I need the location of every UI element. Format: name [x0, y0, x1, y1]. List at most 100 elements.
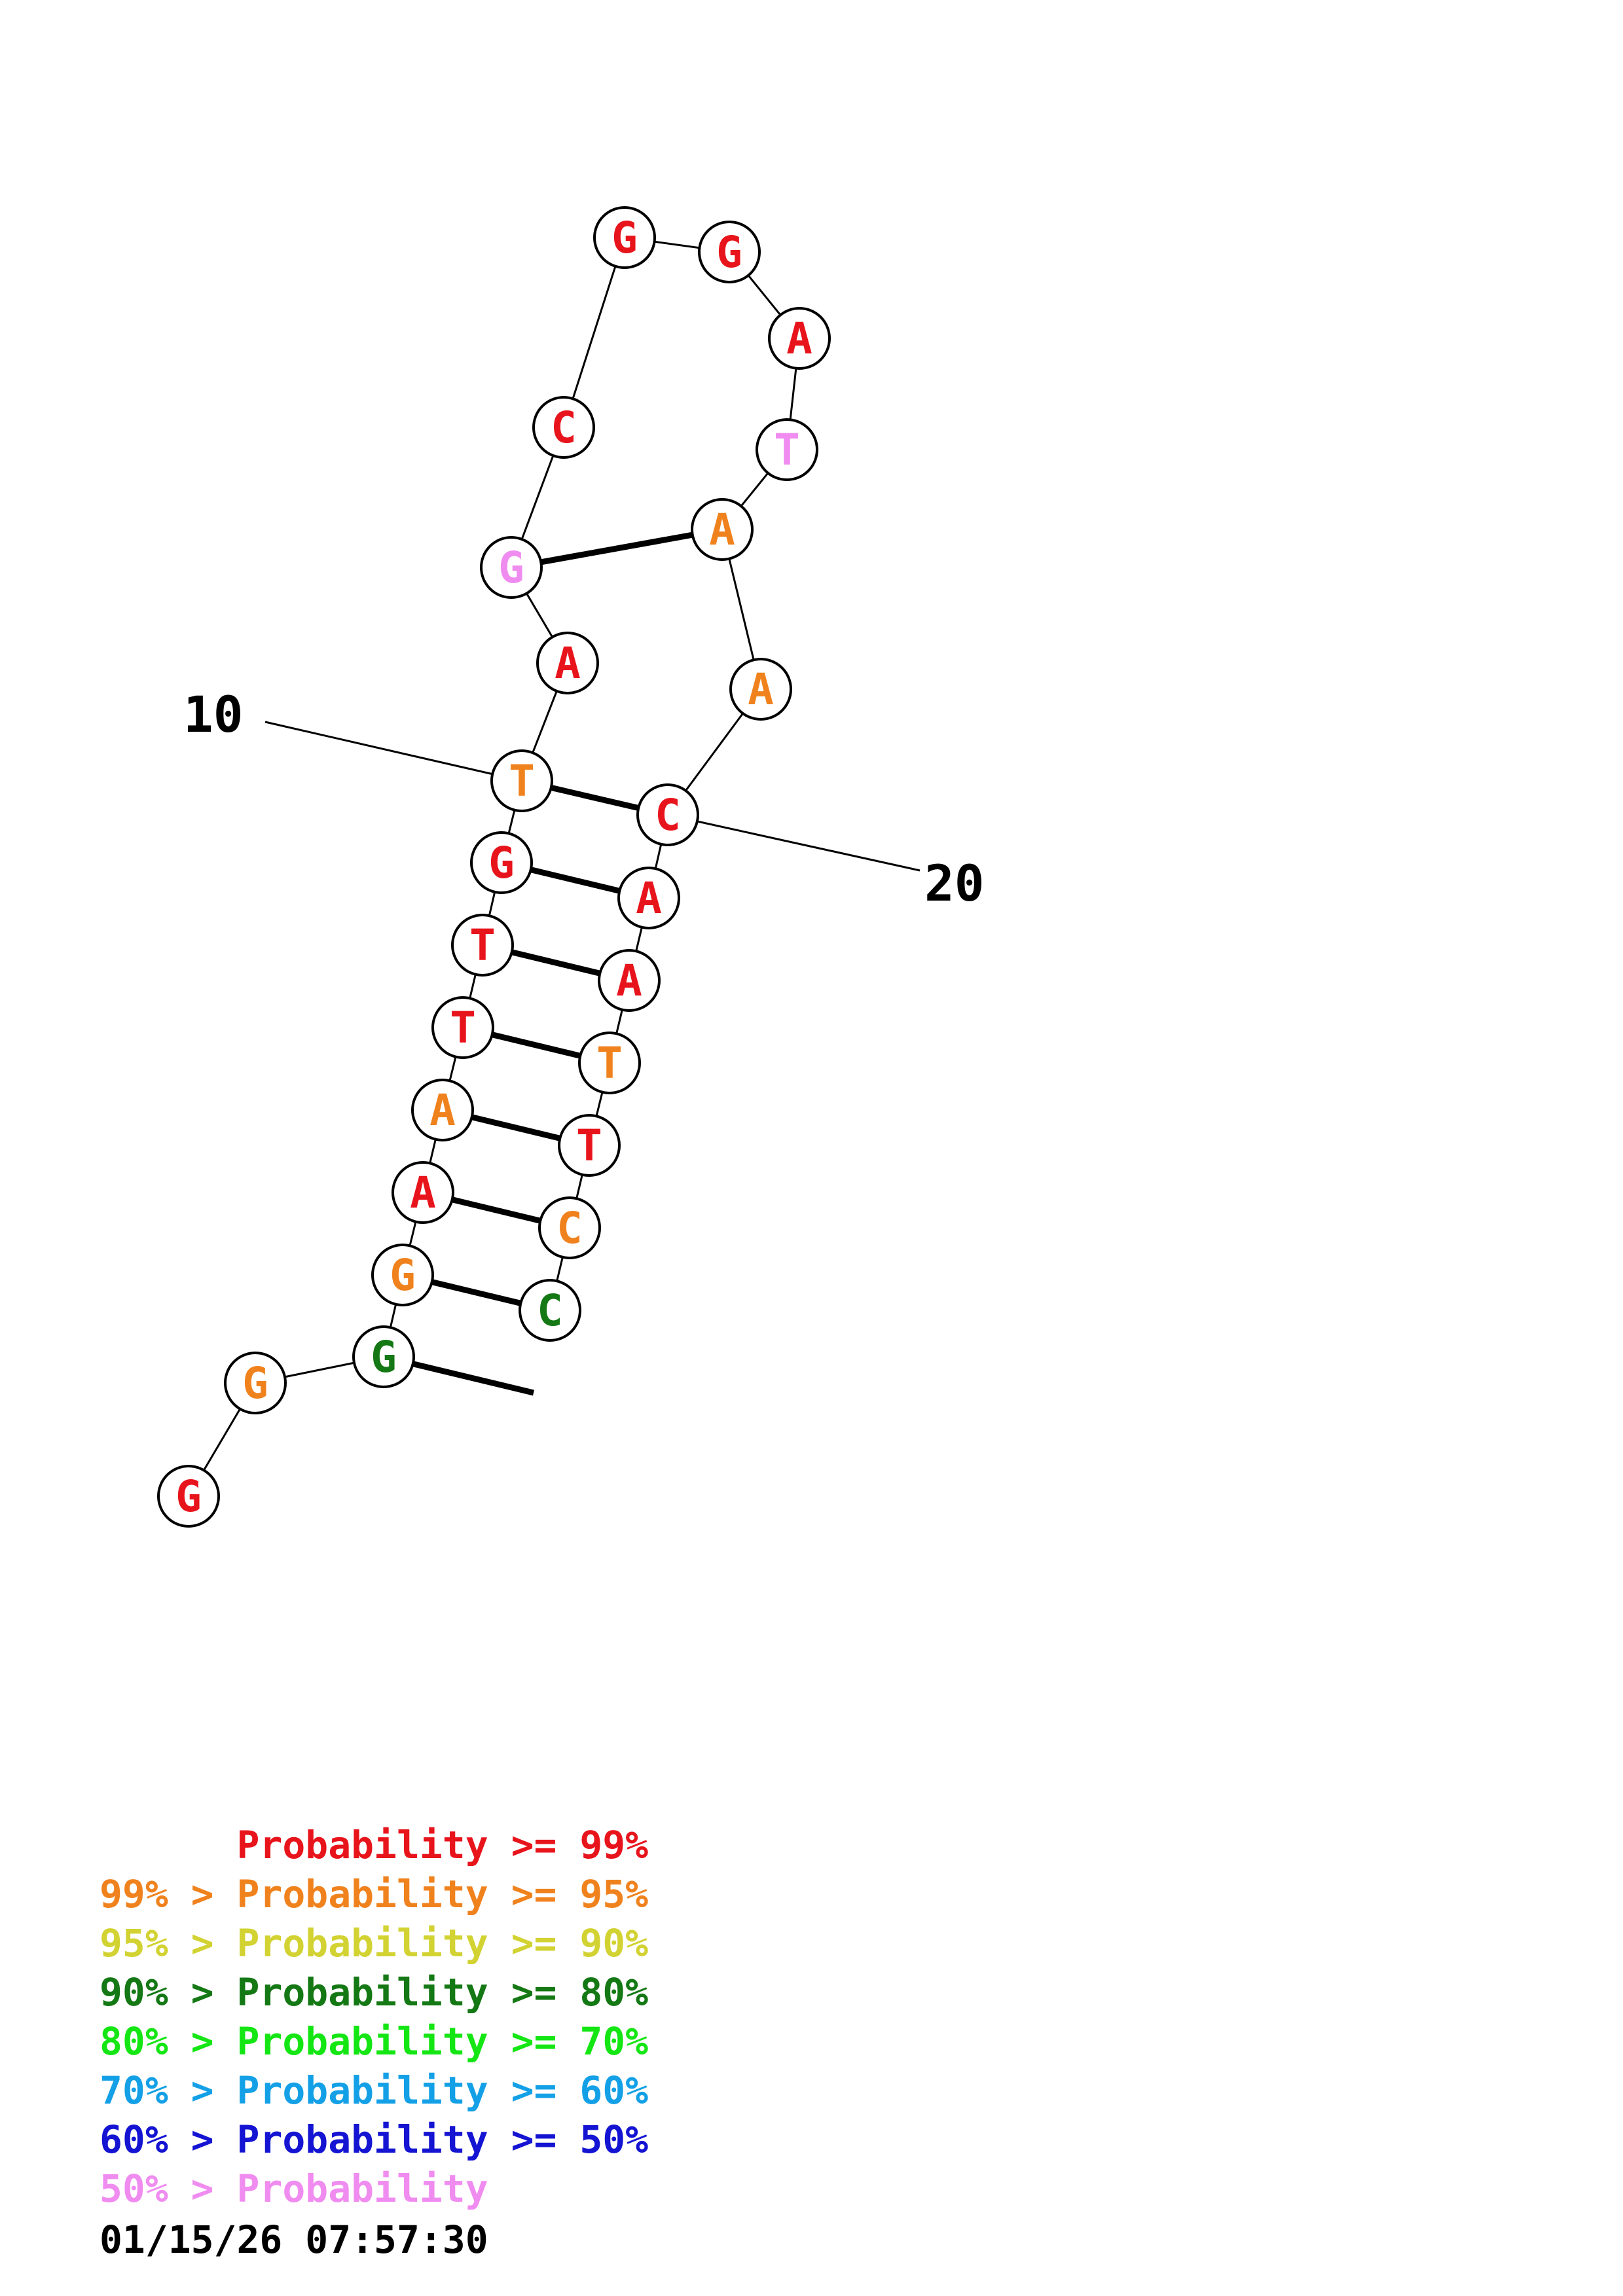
nucleotide-circle [756, 418, 818, 481]
nucleotide-base: T [450, 1003, 476, 1053]
nucleotide-circle [352, 1325, 415, 1388]
nucleotide-19: A [729, 658, 792, 721]
legend-label: Probability [236, 1921, 488, 1965]
nucleotide-base: G [242, 1358, 268, 1408]
legend-label: Probability [236, 2166, 488, 2211]
nucleotide-9: G [470, 831, 533, 894]
legend-row: Probability >= 99% [100, 1821, 649, 1870]
nucleotide-11: A [536, 632, 599, 694]
nucleotide-7: T [431, 996, 494, 1059]
nucleotide-base: G [390, 1250, 416, 1300]
position-label-tick [667, 814, 921, 872]
nucleotide-base: T [774, 425, 800, 475]
nucleotide-circle [698, 221, 761, 283]
legend-prefix: 80% > [100, 2019, 214, 2064]
nucleotide-circle [558, 1114, 621, 1177]
timestamp: 01/15/26 07:57:30 [100, 2217, 488, 2262]
legend-label: Probability [236, 2068, 488, 2113]
nucleotide-circle [371, 1244, 434, 1306]
nucleotide-base: A [636, 873, 662, 924]
nucleotide-base: A [709, 505, 735, 555]
nucleotide-base: G [175, 1471, 202, 1522]
legend-row: 80% > Probability >= 70% [100, 2017, 648, 2066]
nucleotide-base: A [410, 1168, 436, 1218]
nucleotide-13: C [532, 396, 595, 459]
nucleotide-base: C [537, 1285, 563, 1336]
legend-prefix: 95% > [100, 1921, 214, 1965]
nucleotide-base: A [429, 1085, 456, 1136]
nucleotide-15: G [698, 221, 761, 283]
position-label-20: 20 [924, 854, 985, 912]
legend-suffix: >= 50% [511, 2117, 649, 2162]
nucleotide-base: G [498, 543, 524, 593]
nucleotide-base: T [469, 920, 496, 971]
base-pair-bond [511, 526, 723, 571]
nucleotide-base: A [616, 956, 642, 1006]
nucleotide-circle [532, 396, 595, 459]
legend-label: Probability [236, 2117, 488, 2162]
nucleotide-18: A [691, 498, 754, 561]
nucleotide-21: A [617, 867, 680, 929]
legend-label: Probability [236, 2019, 488, 2064]
legend-prefix: 60% > [100, 2117, 214, 2162]
legend-prefix: 90% > [100, 1970, 214, 2015]
nucleotide-base: C [556, 1203, 583, 1253]
nucleotide-10: T [490, 749, 553, 812]
nucleotide-circle [768, 307, 831, 370]
nucleotide-17: T [756, 418, 818, 481]
nucleotide-circle [411, 1079, 474, 1141]
nucleotide-base: G [371, 1332, 397, 1382]
nucleotide-23: T [578, 1031, 641, 1094]
legend-row: 50% > Probability [100, 2164, 648, 2214]
nucleotide-20: C [636, 783, 699, 846]
nucleotide-circle [538, 1196, 601, 1259]
nucleotide-5: A [392, 1161, 454, 1224]
legend-row: 99% > Probability >= 95% [100, 1870, 648, 1919]
legend-suffix: >= 70% [511, 2019, 649, 2064]
nucleotide-26: C [519, 1279, 581, 1342]
nucleotide-circle [617, 867, 680, 929]
nucleotide-circle [578, 1031, 641, 1094]
nucleotide-24: T [558, 1114, 621, 1177]
legend-row: 95% > Probability >= 90% [100, 1919, 648, 1968]
nucleotide-circle [470, 831, 533, 894]
legend-prefix: 70% > [100, 2068, 214, 2113]
nucleotide-circle [157, 1465, 220, 1528]
nucleotide-25: C [538, 1196, 601, 1259]
nucleotide-16: A [768, 307, 831, 370]
nucleotide-circle [431, 996, 494, 1059]
nucleotide-2: G [224, 1352, 287, 1414]
nucleotide-base: C [655, 790, 681, 840]
legend-prefix [100, 1823, 214, 1867]
nucleotide-22: A [598, 949, 661, 1012]
backbone-segment [562, 237, 626, 428]
legend-row: 90% > Probability >= 80% [100, 1968, 648, 2017]
nucleotide-6: A [411, 1079, 474, 1141]
nucleotide-circle [729, 658, 792, 721]
nucleotide-base: G [488, 838, 515, 888]
nucleotide-circle [451, 914, 514, 977]
legend-label: Probability [236, 1970, 488, 2015]
nucleotide-1: G [157, 1465, 220, 1528]
nucleotide-circle [490, 749, 553, 812]
legend-suffix: >= 60% [511, 2068, 649, 2113]
legend-prefix: 50% > [100, 2166, 214, 2211]
position-label-10: 10 [183, 685, 244, 744]
nucleotide-base: T [509, 756, 535, 806]
nucleotide-base: T [596, 1038, 623, 1088]
legend-suffix: >= 90% [511, 1921, 649, 1965]
position-label-tick [264, 721, 522, 782]
nucleotide-circle [536, 632, 599, 694]
legend-label: Probability [236, 1823, 488, 1867]
nucleotide-circle [224, 1352, 287, 1414]
probability-legend: Probability >= 99% 99% > Probability >= 9… [100, 1821, 648, 2214]
nucleotide-base: G [716, 227, 742, 278]
nucleotide-3: G [352, 1325, 415, 1388]
nucleotide-base: C [551, 403, 577, 453]
nucleotide-8: T [451, 914, 514, 977]
nucleotide-base: A [786, 314, 812, 364]
nucleotide-12: G [480, 536, 543, 599]
nucleotide-circle [519, 1279, 581, 1342]
legend-row: 70% > Probability >= 60% [100, 2066, 648, 2115]
